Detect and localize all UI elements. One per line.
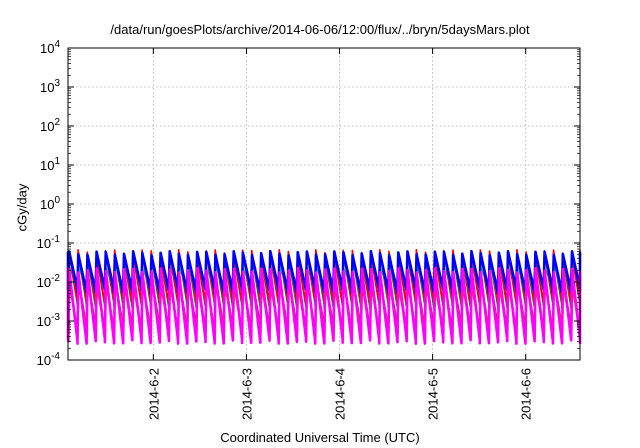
x-tick-label: 2014-6-4 — [333, 368, 348, 420]
y-tick-label: 104 — [40, 39, 60, 56]
y-axis-label: cGy/day — [14, 183, 30, 232]
axis-ticks: 10-4 10-3 10-2 10-1 100 101 102 103 104 2014-6-2 2… — [37, 39, 580, 420]
y-tick-label: 102 — [40, 117, 60, 134]
x-axis-label: Coordinated Universal Time (UTC) — [220, 430, 420, 445]
y-tick-label: 10-1 — [37, 234, 61, 251]
y-tick-label: 101 — [40, 156, 60, 173]
x-tick-label: 2014-6-6 — [519, 368, 534, 420]
y-tick-label: 10-4 — [37, 351, 61, 368]
x-tick-label: 2014-6-5 — [426, 368, 441, 420]
chart-title: /data/run/goesPlots/archive/2014-06-06/1… — [110, 22, 530, 37]
y-tick-label: 10-2 — [37, 273, 61, 290]
x-tick-label: 2014-6-3 — [239, 368, 254, 420]
series-lines — [66, 248, 582, 345]
y-tick-label: 10-3 — [37, 312, 61, 329]
x-tick-label: 2014-6-2 — [146, 368, 161, 420]
series-line — [66, 267, 582, 345]
y-tick-label: 100 — [40, 195, 60, 212]
y-tick-label: 103 — [40, 78, 60, 95]
